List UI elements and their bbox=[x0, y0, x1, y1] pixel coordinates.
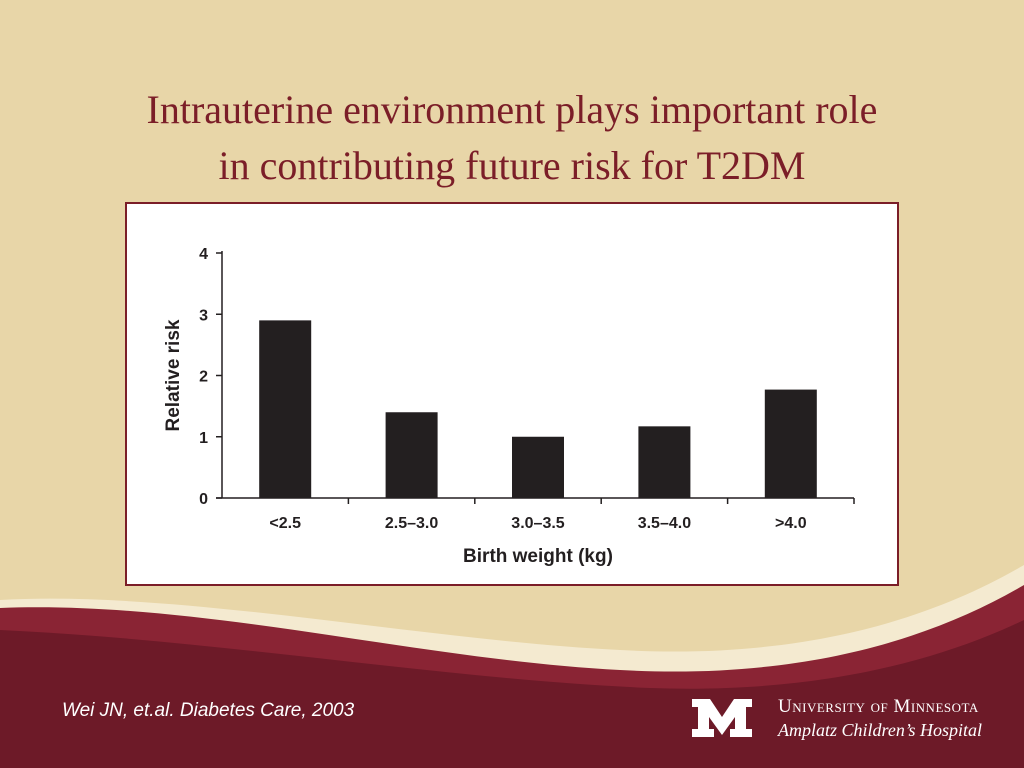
bar bbox=[764, 389, 817, 498]
university-branding: University of Minnesota Amplatz Children… bbox=[778, 696, 982, 742]
title-line-2: in contributing future risk for T2DM bbox=[218, 143, 806, 188]
bar bbox=[259, 320, 312, 498]
slide-title: Intrauterine environment plays important… bbox=[40, 82, 984, 194]
x-tick-label: >4.0 bbox=[775, 515, 807, 532]
y-tick-label: 1 bbox=[199, 430, 208, 447]
bar bbox=[638, 426, 691, 498]
bar-chart: 0 1 2 3 4 <2.5 2.5–3.0 3.0–3.5 3.5–4.0 >4.0 Birth … bbox=[163, 246, 855, 567]
x-tick-label: <2.5 bbox=[269, 515, 301, 532]
bar bbox=[385, 412, 438, 498]
x-tick-label: 3.5–4.0 bbox=[638, 515, 691, 532]
citation: Wei JN, et.al. Diabetes Care, 2003 bbox=[62, 700, 355, 721]
x-tick-label: 3.0–3.5 bbox=[511, 515, 564, 532]
hospital-name: Amplatz Children’s Hospital bbox=[778, 720, 983, 740]
y-tick-label: 2 bbox=[199, 369, 208, 386]
y-axis-label: Relative risk bbox=[163, 319, 184, 431]
bar bbox=[512, 436, 564, 498]
y-tick-label: 0 bbox=[199, 491, 208, 508]
university-m-logo bbox=[692, 699, 752, 737]
y-tick-label: 3 bbox=[199, 307, 208, 324]
x-tick-label: 2.5–3.0 bbox=[385, 515, 438, 532]
university-name: University of Minnesota bbox=[778, 696, 979, 717]
y-tick-label: 4 bbox=[199, 246, 208, 263]
chart-container: 0 1 2 3 4 <2.5 2.5–3.0 3.0–3.5 3.5–4.0 >4.0 Birth … bbox=[125, 202, 899, 586]
x-axis-label: Birth weight (kg) bbox=[463, 546, 613, 567]
title-line-1: Intrauterine environment plays important… bbox=[146, 87, 878, 132]
